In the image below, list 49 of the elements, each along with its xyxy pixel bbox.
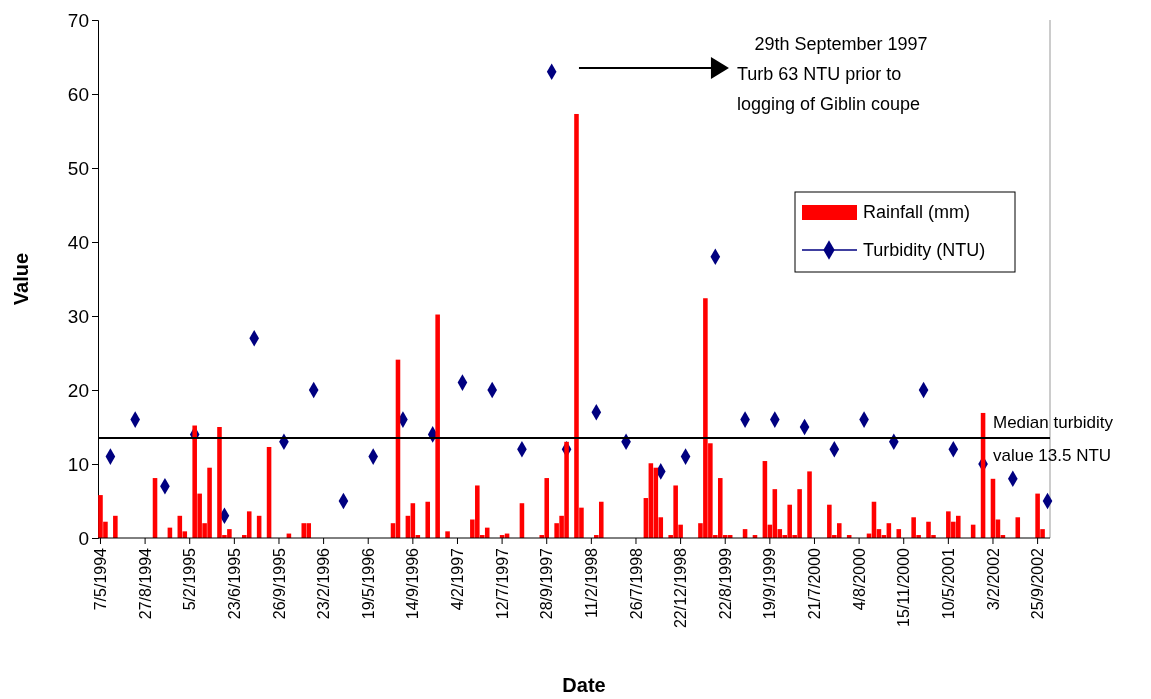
x-tick-label: 25/9/2002 bbox=[1029, 547, 1047, 620]
y-tick-label: 70 bbox=[67, 9, 89, 31]
x-tick-label: 11/2/1998 bbox=[582, 547, 600, 618]
y-tick-label: 0 bbox=[78, 527, 89, 549]
y-tick-label: 20 bbox=[67, 379, 89, 401]
bar bbox=[113, 515, 118, 538]
y-axis-title: Value bbox=[10, 252, 32, 306]
x-tick-label: 7/5/1994 bbox=[92, 547, 110, 611]
x-tick-label: 15/11/2000 bbox=[895, 547, 913, 627]
x-tick-label: 21/7/2000 bbox=[806, 547, 824, 620]
bar bbox=[896, 529, 902, 538]
y-tick-label: 10 bbox=[67, 453, 89, 475]
bar bbox=[836, 523, 842, 538]
ref-line-label: Median turbidity value 13.5 NTU bbox=[993, 413, 1114, 466]
legend-label: Turbidity (NTU) bbox=[863, 240, 986, 261]
x-tick-label: 4/2/1997 bbox=[449, 547, 467, 611]
x-tick-label: 26/7/1998 bbox=[627, 547, 645, 620]
x-tick-label: 19/5/1996 bbox=[359, 547, 377, 620]
x-axis-title: Date bbox=[562, 674, 606, 696]
x-tick-label: 19/9/1999 bbox=[761, 547, 779, 620]
x-tick-label: 14/9/1996 bbox=[404, 547, 422, 620]
bar bbox=[598, 501, 604, 538]
bar bbox=[435, 314, 440, 538]
y-tick-label: 30 bbox=[67, 305, 89, 327]
bar bbox=[484, 527, 490, 538]
y-tick-label: 60 bbox=[67, 83, 89, 105]
x-tick-label: 28/9/1997 bbox=[538, 547, 556, 620]
x-tick-label: 5/2/1995 bbox=[181, 547, 199, 611]
x-tick-label: 22/12/1998 bbox=[672, 547, 690, 629]
bar bbox=[425, 501, 431, 538]
x-tick-label: 22/8/1999 bbox=[716, 547, 734, 620]
legend-label: Rainfall (mm) bbox=[863, 202, 971, 223]
y-tick-label: 40 bbox=[67, 231, 89, 253]
bar bbox=[807, 471, 812, 538]
x-tick-label: 12/7/1997 bbox=[493, 547, 511, 620]
bar bbox=[246, 511, 252, 538]
bar bbox=[955, 515, 961, 538]
bar bbox=[301, 523, 307, 538]
annotation: 29th September 1997 Turb 63 NTU prior to logging of Giblin coupe bbox=[736, 34, 928, 114]
y-tick-label: 50 bbox=[67, 157, 89, 179]
x-tick-label: 27/8/1994 bbox=[136, 547, 154, 620]
x-tick-label: 23/2/1996 bbox=[315, 547, 333, 620]
x-tick-label: 23/6/1995 bbox=[225, 547, 243, 620]
x-tick-label: 3/2/2002 bbox=[984, 547, 1002, 611]
x-tick-label: 4/8/2000 bbox=[850, 547, 868, 611]
x-tick-label: 10/5/2001 bbox=[939, 547, 957, 620]
x-tick-label: 26/9/1995 bbox=[270, 547, 288, 620]
bar bbox=[445, 531, 450, 538]
bar bbox=[1015, 517, 1021, 538]
